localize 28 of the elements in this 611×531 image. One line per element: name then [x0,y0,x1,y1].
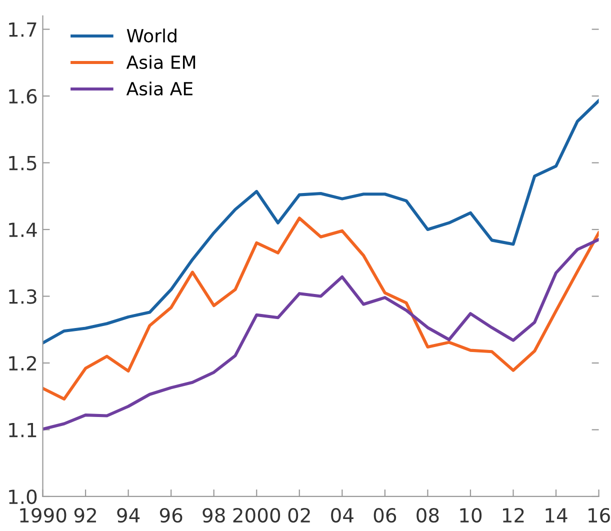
x-tick-label: 98 [202,508,225,523]
x-tick-label: 14 [546,508,568,522]
y-tick-label: 1.0 [9,489,37,504]
legend-label: World [126,28,176,43]
x-tick-label: 96 [160,508,182,523]
line-series [42,99,599,345]
x-tick-label: 94 [117,508,140,523]
y-tick-label: 1.1 [9,422,36,438]
x-tick-label: 10 [460,508,482,523]
y-tick-label: 1.5 [9,156,36,170]
legend-label: Asia AE [126,82,192,96]
x-tick-label: 16 [588,508,610,523]
x-tick-label: 92 [74,508,96,523]
x-tick-label: 2000 [233,508,280,523]
y-tick-label: 1.4 [9,222,37,237]
y-tick-label: 1.3 [9,289,36,304]
x-tick-label: 04 [331,508,354,523]
x-tick-label: 1990 [20,508,66,523]
x-tick-label: 12 [503,508,524,522]
line-series [42,238,599,431]
y-tick-label: 1.6 [9,88,37,104]
x-tick-label: 06 [374,508,396,523]
x-tick-label: 08 [416,508,439,523]
y-tick-label: 1.7 [9,22,36,37]
line-series [42,216,599,401]
y-tick-label: 1.2 [9,356,36,370]
legend-label: Asia EM [126,55,196,70]
x-tick-label: 02 [288,508,310,523]
